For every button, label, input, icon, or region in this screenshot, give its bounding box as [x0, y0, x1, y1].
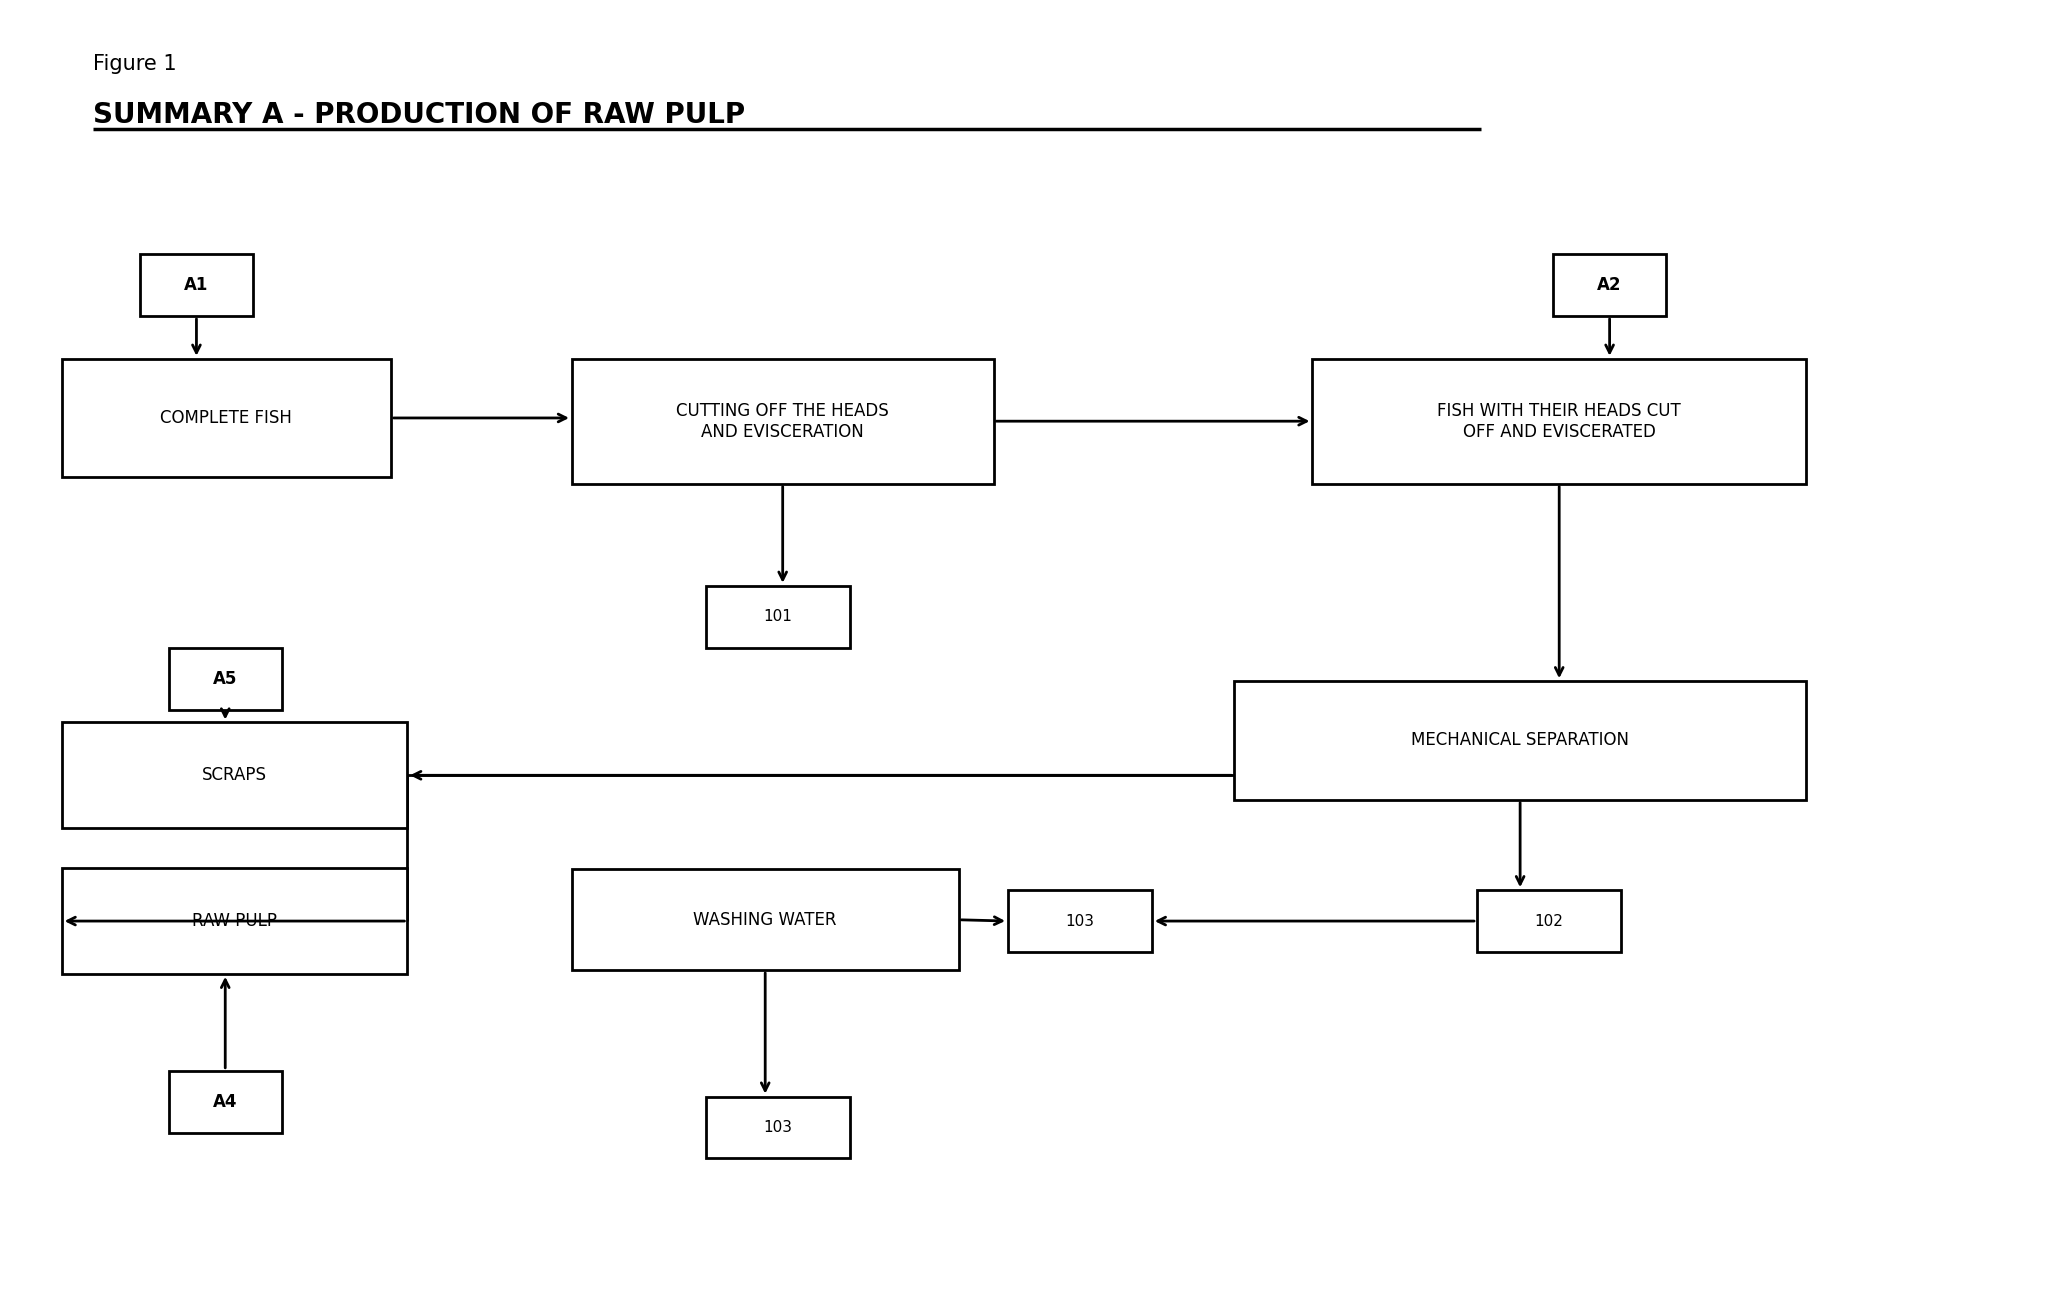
FancyBboxPatch shape — [572, 869, 959, 970]
FancyBboxPatch shape — [62, 868, 407, 974]
FancyBboxPatch shape — [62, 359, 391, 477]
Text: Figure 1: Figure 1 — [93, 54, 177, 75]
Text: FISH WITH THEIR HEADS CUT
OFF AND EVISCERATED: FISH WITH THEIR HEADS CUT OFF AND EVISCE… — [1438, 401, 1681, 441]
Text: A1: A1 — [185, 276, 208, 294]
Text: A4: A4 — [214, 1093, 237, 1111]
FancyBboxPatch shape — [1312, 359, 1806, 484]
Text: SUMMARY A - PRODUCTION OF RAW PULP: SUMMARY A - PRODUCTION OF RAW PULP — [93, 101, 745, 129]
FancyBboxPatch shape — [140, 254, 253, 316]
Text: COMPLETE FISH: COMPLETE FISH — [160, 409, 292, 427]
Text: MECHANICAL SEPARATION: MECHANICAL SEPARATION — [1411, 731, 1629, 749]
Text: WASHING WATER: WASHING WATER — [693, 911, 837, 929]
FancyBboxPatch shape — [1477, 890, 1621, 952]
FancyBboxPatch shape — [1008, 890, 1152, 952]
FancyBboxPatch shape — [706, 586, 850, 648]
Text: RAW PULP: RAW PULP — [191, 912, 278, 930]
Text: SCRAPS: SCRAPS — [202, 766, 267, 784]
Text: A2: A2 — [1598, 276, 1621, 294]
Text: CUTTING OFF THE HEADS
AND EVISCERATION: CUTTING OFF THE HEADS AND EVISCERATION — [677, 401, 889, 441]
FancyBboxPatch shape — [169, 648, 282, 710]
FancyBboxPatch shape — [1234, 681, 1806, 800]
Text: 103: 103 — [1066, 913, 1094, 929]
FancyBboxPatch shape — [62, 722, 407, 828]
Text: 102: 102 — [1535, 913, 1563, 929]
FancyBboxPatch shape — [1553, 254, 1666, 316]
FancyBboxPatch shape — [706, 1096, 850, 1158]
FancyBboxPatch shape — [169, 1071, 282, 1133]
Text: A5: A5 — [214, 670, 237, 688]
Text: 103: 103 — [763, 1120, 792, 1135]
Text: 101: 101 — [763, 609, 792, 624]
FancyBboxPatch shape — [572, 359, 994, 484]
